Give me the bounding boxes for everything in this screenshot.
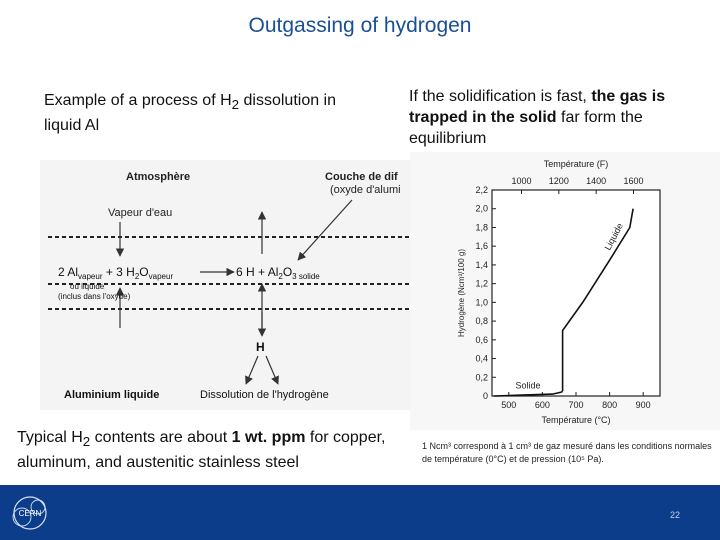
bottom-note-subscript: 2 [82, 434, 91, 450]
hydrogen-dissolution-label: Dissolution de l'hydrogène [200, 389, 329, 401]
page-number: 22 [669, 510, 680, 520]
plot-frame [491, 189, 661, 397]
y-tick-label: 2,0 [475, 204, 488, 214]
bottom-note-bold: 1 wt. ppm [231, 429, 306, 446]
liquid-aluminium-label: Aluminium liquide [64, 389, 159, 401]
bottom-note-text-3: for copper, aluminum, and austenitic sta… [17, 429, 386, 472]
chart-plot-layer: 0 0,2 0,4 0,6 0,8 1,0 1,2 1,4 1,6 1,8 2,0 2,2 500 600… [457, 159, 661, 425]
x-tick-label: 700 [568, 400, 583, 410]
top-tick-label: 1600 [623, 176, 643, 186]
bottom-note-text-2: contents are about [90, 429, 232, 446]
right-caption-text-1: If the solidification is fast, [409, 88, 592, 105]
y-tick-label: 0,6 [475, 335, 488, 345]
y-tick-label: 1,6 [475, 241, 488, 251]
x-axis-label: Température (°C) [541, 415, 610, 425]
y-tick-label: 2,2 [475, 185, 488, 195]
slide-footer: CERN 22 [0, 485, 720, 540]
left-caption-subscript: 2 [231, 97, 240, 113]
x-tick-label: 900 [636, 400, 651, 410]
series-line-solide [493, 390, 564, 397]
y-tick-label: 1,4 [475, 260, 488, 270]
oxide-layer-arrow [297, 199, 353, 261]
bottom-note: Typical H2 contents are about 1 wt. ppm … [17, 427, 407, 473]
oxide-layer-label-1: Couche de dif [325, 171, 398, 183]
h-right-arrow [265, 355, 279, 385]
top-tick-label: 1000 [511, 176, 531, 186]
y-tick-label: 1,0 [475, 297, 488, 307]
top-axis-label: Température (F) [544, 159, 609, 169]
y-tick-label: 1,8 [475, 222, 488, 232]
left-caption-text-1: Example of a process of H [44, 92, 232, 109]
oxide-layer-label-2: (oxyde d'alumi [330, 184, 401, 196]
atmosphere-label: Atmosphère [126, 171, 190, 183]
bottom-note-text-1: Typical H [17, 429, 83, 446]
water-vapour-label: Vapeur d'eau [108, 207, 172, 219]
right-caption: If the solidification is fast, the gas i… [409, 86, 714, 149]
reaction-left-note-1: ou liquide [70, 282, 105, 291]
dissolution-diagram: Atmosphère Vapeur d'eau Couche de dif (o… [40, 160, 410, 410]
x-tick-label: 600 [535, 400, 550, 410]
reaction-right-side: 6 H + Al2O3 solide [236, 265, 320, 281]
x-tick-label: 500 [501, 400, 516, 410]
top-tick-label: 1400 [586, 176, 606, 186]
hydrogen-solubility-chart: 0 0,2 0,4 0,6 0,8 1,0 1,2 1,4 1,6 1,8 2,0 2,2 500 600… [410, 152, 720, 430]
hydrogen-label: H [256, 340, 265, 354]
right-caption-bold: the gas is trapped in the solid [409, 88, 666, 126]
y-tick-label: 0 [483, 391, 488, 401]
h-left-arrow [245, 355, 259, 385]
y-tick-label: 1,2 [475, 279, 488, 289]
y-tick-label: 0,4 [475, 354, 488, 364]
reaction-left-side: 2 Alvapeur + 3 H2Ovapeur [58, 265, 173, 281]
reaction-left-note-2: (inclus dans l'oxyde) [58, 292, 131, 301]
left-caption: Example of a process of H2 dissolution i… [44, 90, 374, 136]
solid-annotation: Solide [516, 380, 541, 390]
chart-footnote: 1 Ncm³ correspond à 1 cm³ de gaz mesuré … [422, 441, 712, 464]
right-caption-text-2: far form the equilibrium [409, 109, 643, 147]
y-tick-label: 0,8 [475, 316, 488, 326]
slide-title: Outgassing of hydrogen [248, 14, 472, 37]
cern-logo-icon: CERN [12, 496, 47, 530]
cern-logo-text: CERN [19, 509, 42, 518]
left-caption-text-2: dissolution in liquid Al [44, 92, 337, 135]
y-tick-label: 0,2 [475, 372, 488, 382]
top-tick-label: 1200 [549, 176, 569, 186]
series-line-liquide [561, 208, 634, 392]
x-tick-label: 800 [602, 400, 617, 410]
y-axis-label: Hydrogène (Ncm³/100 g) [457, 249, 466, 337]
